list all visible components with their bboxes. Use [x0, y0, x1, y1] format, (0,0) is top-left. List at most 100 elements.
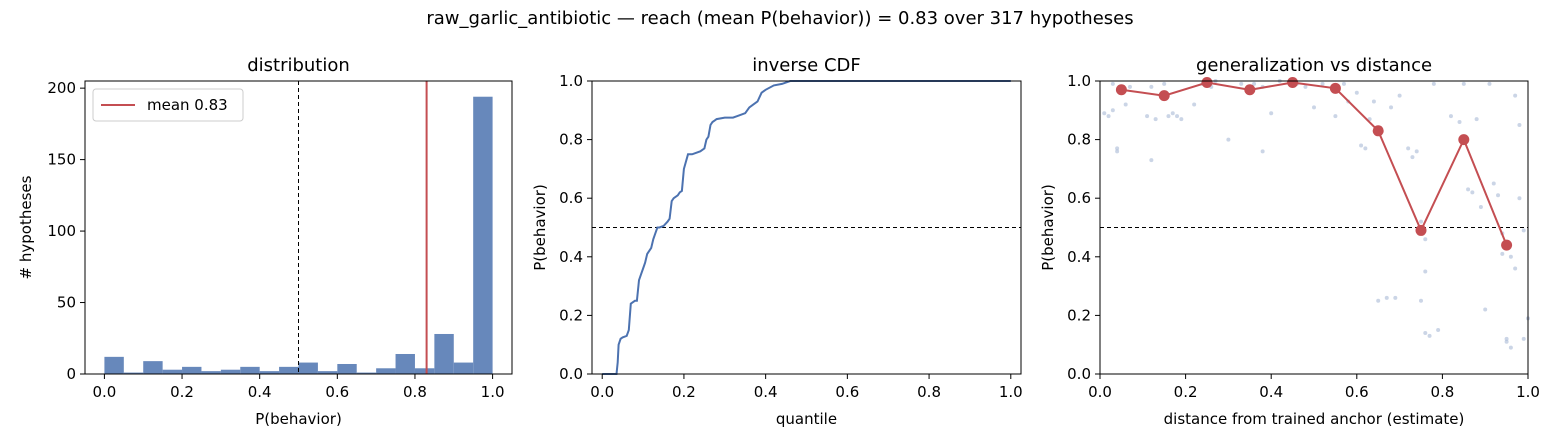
scatter-point: [1393, 295, 1398, 300]
binned-mean-point: [1201, 76, 1213, 88]
scatter-point: [1149, 84, 1154, 89]
scatter-point: [1517, 196, 1522, 201]
x-tick-label: 0.4: [1259, 383, 1283, 401]
y-tick-label: 0.0: [559, 365, 583, 383]
binned-mean-point: [1501, 239, 1513, 251]
scatter-point: [1312, 105, 1316, 110]
x-tick-label: 0.4: [248, 383, 272, 401]
x-tick-label: 1.0: [1516, 383, 1540, 401]
binned-mean-point: [1287, 76, 1299, 88]
histogram-bar: [143, 361, 163, 374]
distribution-axes-frame: [84, 80, 513, 375]
histogram-bar: [240, 366, 260, 374]
generalization-ylabel: P(behavior): [1039, 184, 1057, 271]
x-tick-label: 1.0: [481, 383, 505, 401]
scatter-point: [1110, 108, 1115, 113]
scatter-point: [1508, 254, 1513, 259]
binned-mean-point: [1244, 84, 1256, 96]
y-tick-label: 0.4: [1067, 248, 1091, 266]
distribution-ylabel: # hypotheses: [17, 175, 35, 279]
x-tick-label: 1.0: [999, 383, 1023, 401]
scatter-point: [1470, 190, 1475, 195]
x-tick-label: 0.8: [1430, 383, 1454, 401]
scatter-point: [1127, 84, 1132, 89]
scatter-point: [1423, 269, 1428, 274]
scatter-point: [1192, 102, 1197, 107]
histogram-bar: [414, 368, 435, 374]
histogram-bar: [317, 371, 338, 374]
x-tick-label: 0.6: [1345, 383, 1369, 401]
y-tick-label: 0.2: [1067, 306, 1091, 324]
scatter-point: [1260, 149, 1265, 154]
scatter-point: [1436, 328, 1441, 333]
scatter-point: [1153, 117, 1158, 122]
scatter-point: [1491, 181, 1496, 186]
scatter-point: [1389, 105, 1394, 110]
scatter-point: [1354, 90, 1359, 95]
scatter-point: [1504, 339, 1509, 344]
y-tick-label: 200: [47, 79, 76, 97]
binned-mean-line: [1121, 81, 1508, 246]
scatter-point: [1427, 333, 1432, 338]
histogram-bar: [162, 369, 183, 374]
histogram-bar: [298, 362, 318, 374]
scatter-point: [1333, 114, 1338, 119]
x-tick-label: 0.8: [917, 383, 941, 401]
distribution-legend: mean 0.83: [92, 88, 244, 122]
inverse-cdf-panel: inverse CDF 0.0 0.2 0.4 0.6 0.8 1.0 0.0 0.2 0.4…: [531, 55, 1023, 428]
scatter-point: [1320, 81, 1325, 86]
legend-mean-label: mean 0.83: [147, 96, 228, 114]
scatter-point: [1423, 237, 1428, 242]
generalization-axes-frame: [1099, 80, 1529, 375]
binned-mean-point: [1329, 82, 1341, 94]
generalization-panel: generalization vs distance 0.0 0.2 0.4 0.6 0…: [1039, 55, 1540, 428]
scatter-point: [1102, 111, 1107, 116]
histogram-bar: [220, 369, 241, 374]
scatter-point: [1448, 114, 1453, 119]
scatter-point: [1423, 330, 1428, 335]
histogram-bar: [453, 362, 474, 374]
y-tick-label: 0.8: [1067, 131, 1091, 149]
scatter-point: [1341, 81, 1346, 86]
scatter-point: [1406, 146, 1411, 151]
scatter-point: [1145, 114, 1150, 119]
y-tick-label: 150: [47, 151, 76, 169]
scatter-point: [1166, 114, 1171, 119]
binned-mean-point: [1158, 90, 1170, 102]
scatter-point: [1521, 336, 1526, 341]
scatter-point: [1175, 114, 1180, 119]
scatter-point: [1500, 251, 1505, 256]
scatter-point: [1397, 93, 1402, 98]
scatter-point: [1106, 114, 1111, 119]
binned-mean-point: [1458, 134, 1470, 146]
x-tick-label: 0.6: [325, 383, 349, 401]
scatter-point: [1419, 298, 1423, 303]
scatter-point: [1474, 117, 1479, 122]
scatter-point: [1521, 228, 1526, 233]
x-tick-label: 0.0: [92, 383, 116, 401]
scatter-point: [1363, 146, 1368, 151]
y-tick-label: 0.8: [559, 131, 583, 149]
scatter-point: [1371, 99, 1376, 104]
scatter-point: [1123, 102, 1128, 107]
inverse-cdf-xlabel: quantile: [776, 410, 837, 428]
scatter-point: [1115, 146, 1120, 151]
histogram-bar: [395, 353, 415, 374]
scatter-point: [1513, 266, 1518, 271]
figure-suptitle: raw_garlic_antibiotic — reach (mean P(be…: [426, 8, 1133, 29]
scatter-point: [1239, 81, 1244, 86]
scatter-point: [1478, 204, 1483, 209]
x-tick-label: 0.6: [835, 383, 859, 401]
inverse-cdf-axes-frame: [591, 80, 1022, 375]
histogram-bar: [259, 371, 280, 374]
generalization-title: generalization vs distance: [1196, 55, 1432, 76]
scatter-point: [1517, 122, 1522, 127]
y-tick-label: 0.4: [559, 248, 583, 266]
inverse-cdf-title: inverse CDF: [752, 55, 861, 76]
x-tick-label: 0.0: [1088, 383, 1112, 401]
histogram-bar: [376, 368, 396, 374]
scatter-point: [1496, 193, 1501, 198]
distribution-title: distribution: [247, 55, 350, 76]
x-tick-label: 0.0: [590, 383, 614, 401]
